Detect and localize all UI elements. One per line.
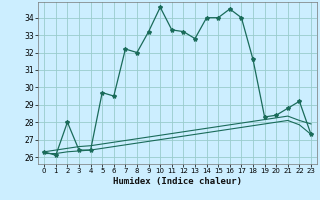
X-axis label: Humidex (Indice chaleur): Humidex (Indice chaleur) xyxy=(113,177,242,186)
